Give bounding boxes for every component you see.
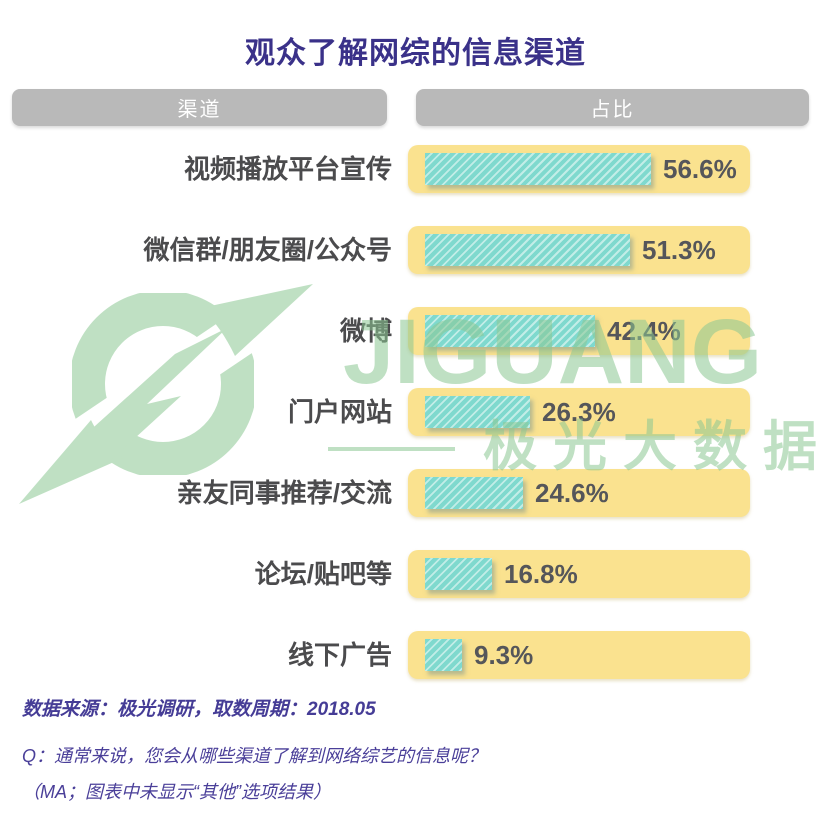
bar-value: 42.4% <box>607 316 681 346</box>
category-label: 论坛/贴吧等 <box>254 559 392 589</box>
column-header-channel-label: 渠道 <box>177 99 222 121</box>
table-row: 微信群/朋友圈/公众号 51.3% <box>0 226 831 274</box>
table-row: 门户网站 26.3% <box>0 388 831 436</box>
table-row: 线下广告 9.3% <box>0 631 831 679</box>
survey-question-note: Q：通常来说，您会从哪些渠道了解到网络综艺的信息呢？ <box>22 746 486 766</box>
bar-track: 51.3% <box>408 226 750 274</box>
bar <box>425 234 630 266</box>
bar-value: 24.6% <box>535 478 609 508</box>
data-source-note: 数据来源：极光调研，取数周期：2018.05 <box>22 699 376 720</box>
bar-value: 56.6% <box>663 154 737 184</box>
column-header-channel: 渠道 <box>12 89 387 126</box>
category-label: 视频播放平台宣传 <box>183 154 392 184</box>
methodology-note: （MA；图表中未显示“其他”选项结果） <box>22 782 331 802</box>
table-row: 微博 42.4% <box>0 307 831 355</box>
bar-track: 9.3% <box>408 631 750 679</box>
category-label: 亲友同事推荐/交流 <box>176 478 392 508</box>
bar <box>425 315 595 347</box>
category-label: 线下广告 <box>287 640 392 670</box>
category-label: 微信群/朋友圈/公众号 <box>143 235 392 265</box>
bar-value: 9.3% <box>474 640 534 670</box>
table-row: 论坛/贴吧等 16.8% <box>0 550 831 598</box>
bar-track: 16.8% <box>408 550 750 598</box>
bar <box>425 477 523 509</box>
bar <box>425 396 530 428</box>
bar-track: 42.4% <box>408 307 750 355</box>
bar <box>425 639 462 671</box>
page-title: 观众了解网综的信息渠道 <box>245 37 586 70</box>
table-row: 亲友同事推荐/交流 24.6% <box>0 469 831 517</box>
category-label: 微博 <box>339 316 392 346</box>
watermark-dash <box>328 447 455 451</box>
column-header-share: 占比 <box>416 89 809 126</box>
bar-value: 51.3% <box>642 235 716 265</box>
bar-track: 24.6% <box>408 469 750 517</box>
bar <box>425 153 651 185</box>
bar-track: 26.3% <box>408 388 750 436</box>
bar-track: 56.6% <box>408 145 750 193</box>
table-row: 视频播放平台宣传 56.6% <box>0 145 831 193</box>
bar-value: 16.8% <box>504 559 578 589</box>
column-header-share-label: 占比 <box>590 99 635 121</box>
bar-value: 26.3% <box>542 397 616 427</box>
bar <box>425 558 492 590</box>
category-label: 门户网站 <box>287 397 392 427</box>
